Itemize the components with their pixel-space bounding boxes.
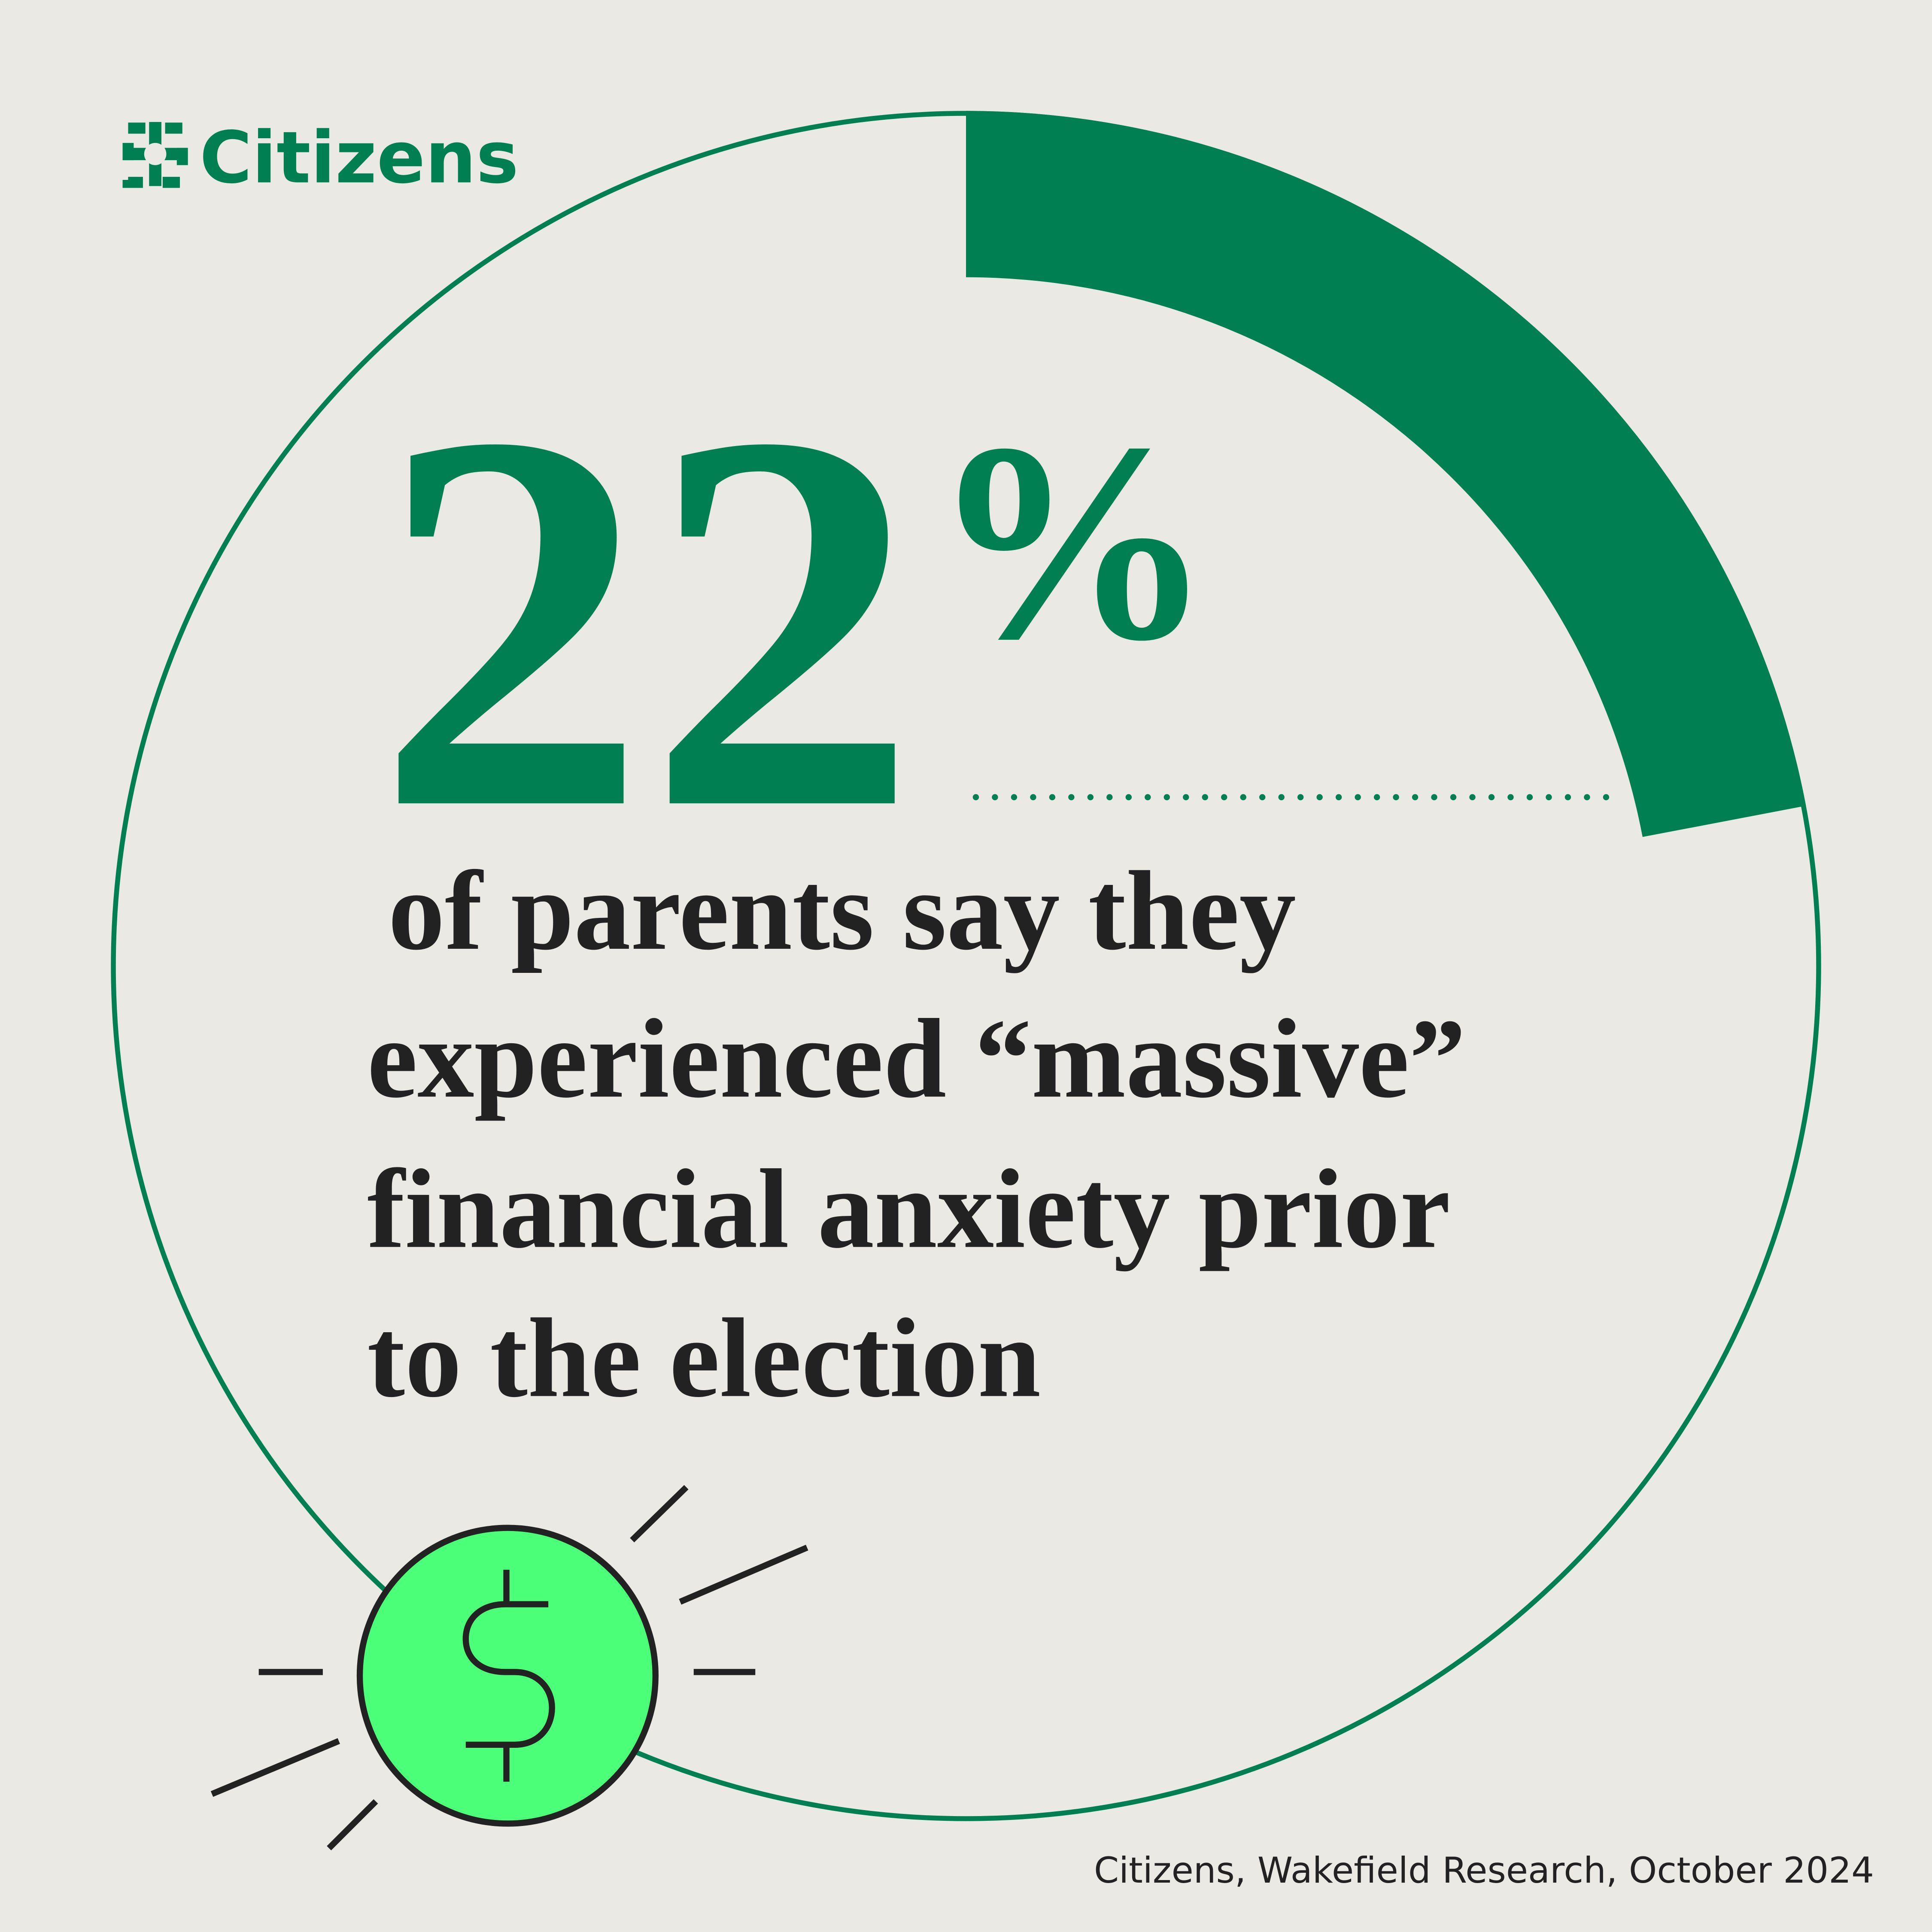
gauge xyxy=(966,111,1806,837)
brand-logo xyxy=(122,122,188,188)
gauge-arc xyxy=(966,111,1806,837)
description-line: experienced “massive” xyxy=(367,996,1466,1121)
logo-center xyxy=(144,143,167,165)
description-line: of parents say they xyxy=(388,848,1296,974)
coin-icon xyxy=(210,1485,808,1850)
ray xyxy=(327,1799,378,1850)
value-label: 22% xyxy=(376,321,1214,921)
ray xyxy=(630,1485,689,1543)
ray xyxy=(679,1544,808,1605)
description-line: to the election xyxy=(367,1296,1041,1421)
description-line: financial anxiety prior xyxy=(367,1146,1450,1272)
logo-frame xyxy=(122,122,188,188)
dollar-sign xyxy=(462,1570,555,1782)
coin xyxy=(356,1525,659,1827)
source: Citizens, Wakefield Research, October 20… xyxy=(1094,1850,1874,1891)
ray xyxy=(210,1738,340,1797)
brand-name: Citizens xyxy=(200,116,519,200)
